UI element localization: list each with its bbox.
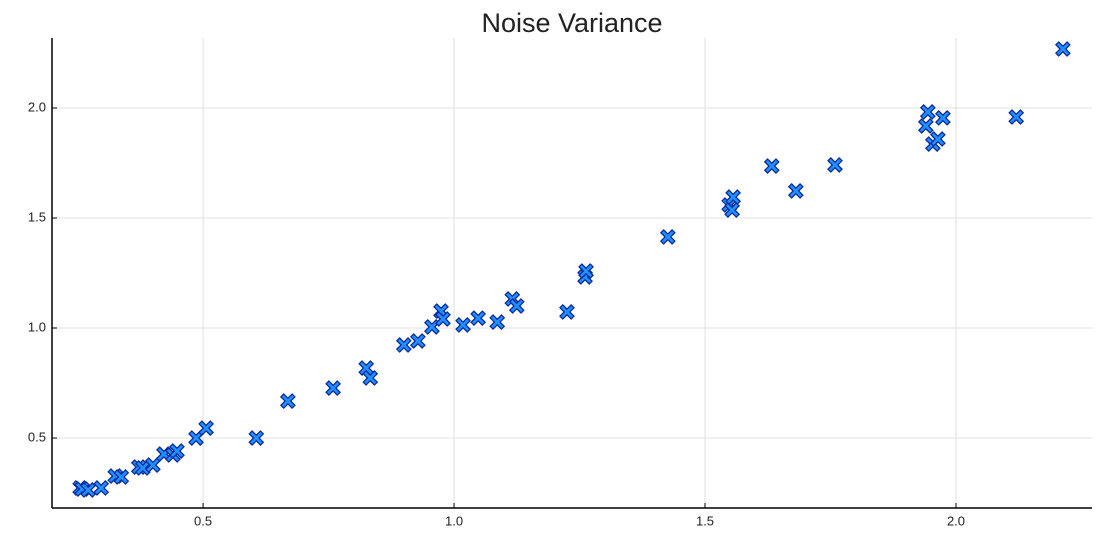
point	[917, 118, 934, 134]
y-tick-label: 2.0	[28, 99, 46, 114]
point	[578, 263, 594, 279]
point	[93, 480, 110, 496]
point	[113, 469, 130, 485]
point	[929, 131, 946, 147]
x-tick-label: 0.5	[194, 513, 212, 528]
point	[935, 109, 951, 126]
x-tick-label: 1.5	[696, 513, 714, 528]
y-tick-label: 0.5	[28, 429, 46, 444]
point	[134, 460, 151, 476]
point	[827, 157, 843, 173]
point	[80, 482, 97, 498]
point	[325, 380, 342, 396]
point	[279, 393, 296, 409]
point	[409, 333, 426, 349]
point	[248, 430, 265, 446]
point	[470, 310, 487, 327]
point	[787, 183, 804, 199]
point	[188, 430, 204, 446]
x-tick-label: 1.0	[445, 513, 463, 528]
x-tick-label: 2.0	[947, 513, 965, 528]
y-tick-label: 1.5	[28, 209, 46, 224]
point	[169, 443, 185, 459]
point	[198, 420, 215, 437]
point	[725, 189, 742, 206]
point	[435, 311, 451, 327]
point	[455, 317, 472, 333]
point	[362, 370, 379, 386]
point	[508, 298, 525, 314]
point	[919, 104, 936, 120]
point	[489, 314, 506, 330]
point	[395, 337, 412, 353]
point	[724, 202, 741, 218]
point	[1054, 41, 1071, 57]
point	[144, 457, 161, 474]
chart-title: Noise Variance	[481, 8, 662, 38]
y-tick-label: 1.0	[28, 319, 46, 334]
point	[763, 158, 780, 174]
point	[1008, 109, 1025, 125]
point	[559, 304, 575, 320]
point	[659, 228, 676, 245]
